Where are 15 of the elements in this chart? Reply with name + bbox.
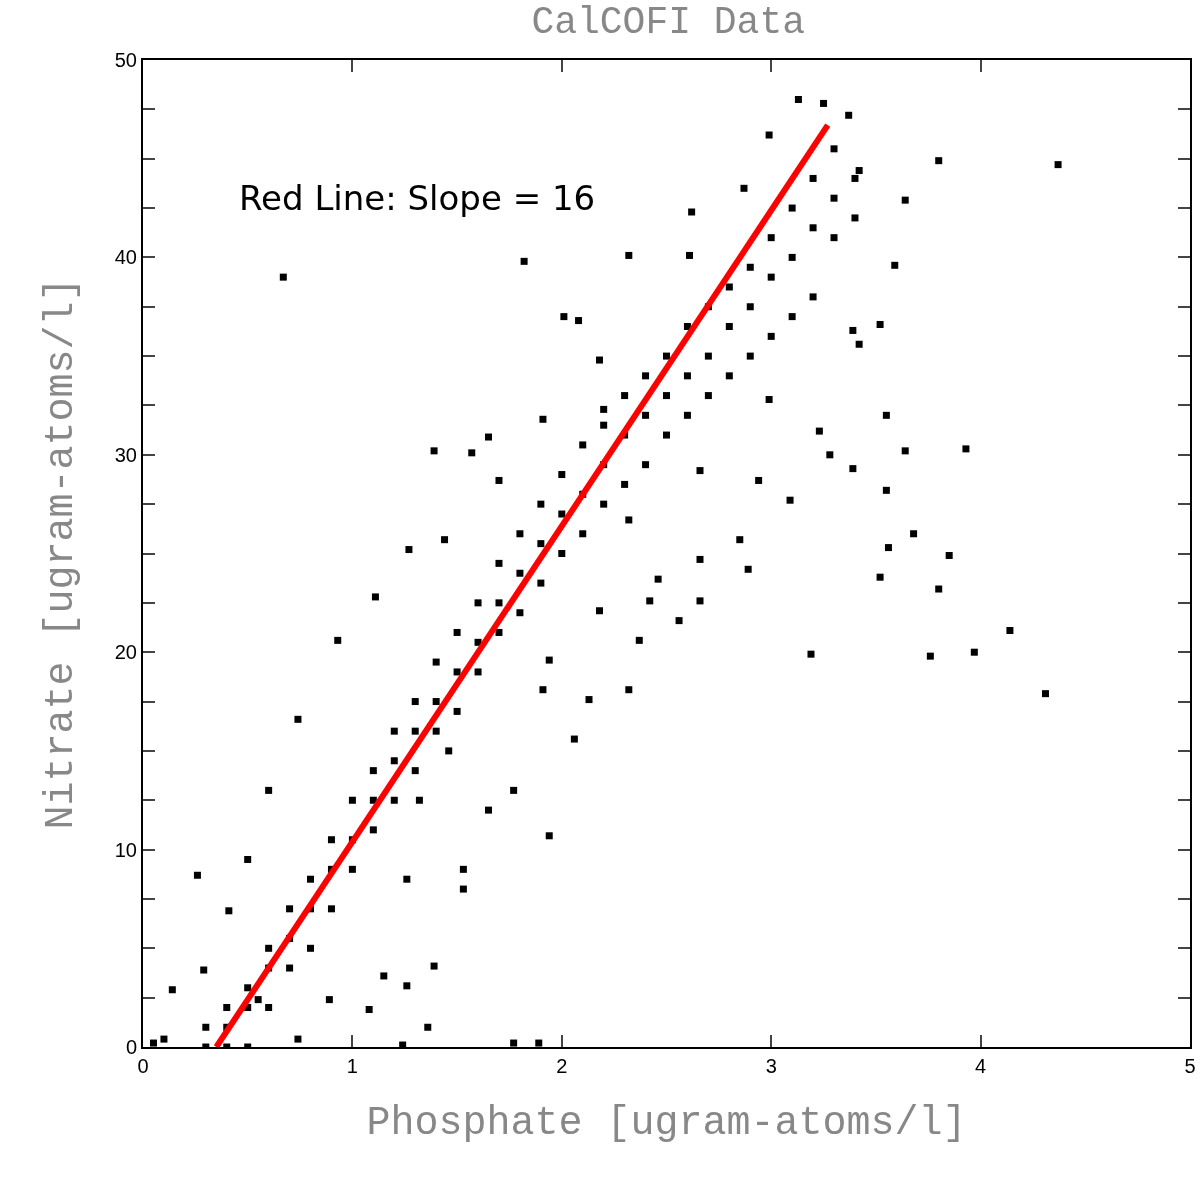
- y-tick-label: 50: [114, 49, 137, 71]
- y-axis-title: Nitrate [ugram-atoms/l]: [38, 277, 84, 830]
- y-tick-label: 0: [125, 1036, 137, 1058]
- y-tick-label: 20: [114, 641, 137, 664]
- x-tick-label: 3: [765, 1055, 777, 1077]
- y-tick-label: 10: [114, 838, 137, 861]
- x-tick-label: 4: [975, 1055, 987, 1077]
- annotation: Red Line: Slope = 16: [239, 178, 596, 218]
- x-tick-label: 5: [1184, 1055, 1196, 1077]
- y-tick-label: 40: [114, 246, 137, 269]
- chart-title: CalCOFI Data: [531, 0, 806, 44]
- x-tick-label: 1: [346, 1055, 358, 1077]
- x-tick-label: 2: [556, 1055, 568, 1077]
- y-tick-label: 30: [114, 443, 137, 466]
- x-axis-title: Phosphate [ugram-atoms/l]: [366, 1101, 967, 1146]
